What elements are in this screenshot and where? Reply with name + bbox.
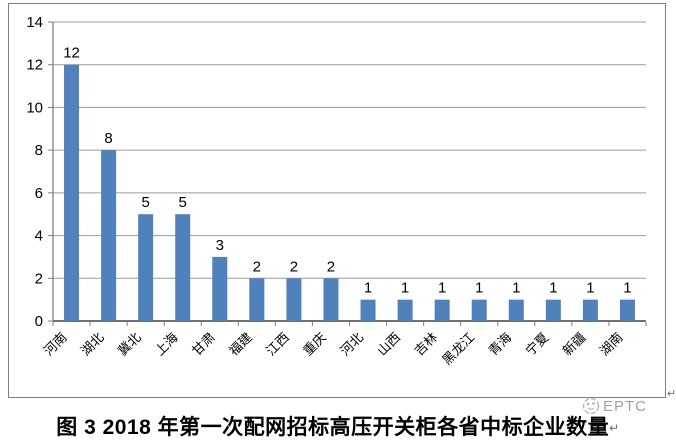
x-axis-category-label: 河南 (41, 330, 70, 359)
bar-value-label: 1 (586, 280, 594, 297)
figure-caption-text: 图 3 2018 年第一次配网招标高压开关柜各省中标企业数量 (56, 416, 610, 439)
y-axis-tick-label: 2 (35, 270, 43, 287)
x-axis-category-label: 福建 (226, 330, 255, 359)
paragraph-return-mark-after-caption: ↵ (609, 421, 620, 435)
bar-value-label: 5 (141, 194, 149, 211)
bar-value-label: 1 (623, 280, 631, 297)
bar (582, 299, 598, 321)
bar (397, 299, 413, 321)
bar-value-label: 1 (549, 280, 557, 297)
x-axis-category-label: 新疆 (560, 330, 589, 359)
bar-value-label: 1 (512, 280, 520, 297)
x-axis-category-label: 上海 (152, 330, 181, 359)
bar (471, 299, 487, 321)
y-axis-tick-label: 4 (35, 228, 43, 245)
bar-value-label: 1 (475, 280, 483, 297)
bar-value-label: 2 (327, 258, 335, 275)
x-axis-category-label: 湖南 (597, 330, 626, 359)
x-axis-category-label: 黑龙江 (439, 330, 477, 368)
x-axis-category-label: 青海 (485, 330, 514, 359)
bar-value-label: 2 (290, 258, 298, 275)
x-axis-category-label: 宁夏 (522, 330, 551, 359)
bar (138, 214, 154, 321)
x-axis-category-label: 山西 (374, 330, 403, 359)
bar (249, 278, 265, 321)
bar (64, 64, 80, 321)
figure-caption: 图 3 2018 年第一次配网招标高压开关柜各省中标企业数量↵ (0, 411, 676, 441)
bar-value-label: 1 (364, 280, 372, 297)
y-axis-tick-label: 0 (35, 313, 43, 330)
bar-value-label: 12 (63, 45, 80, 62)
bar (360, 299, 376, 321)
x-axis-category-label: 河北 (337, 330, 366, 359)
bar-value-label: 1 (438, 280, 446, 297)
eptc-logo-text: EPTC (603, 397, 648, 415)
bar-value-label: 8 (104, 130, 112, 147)
x-axis-category-label: 江西 (263, 330, 292, 359)
bar (434, 299, 450, 321)
bar (508, 299, 524, 321)
eptc-watermark: EPTC (580, 394, 647, 418)
bar (212, 256, 228, 321)
bar-chart: 0 2 4 6 8 10 12 14 12 河南 8 湖北 5 冀北 5 上海 3 甘肃 2 福建 2 江西 2 重庆 1 河北 1… (26, 14, 647, 368)
y-axis-tick-label: 8 (35, 142, 43, 159)
bar (323, 278, 339, 321)
y-axis-tick-label: 6 (35, 185, 43, 202)
y-axis-tick-label: 14 (26, 14, 43, 31)
bar (286, 278, 302, 321)
y-axis-tick-label: 12 (26, 57, 43, 74)
bar (175, 214, 191, 321)
bar-value-label: 5 (179, 194, 187, 211)
x-axis-category-label: 甘肃 (189, 330, 218, 359)
x-axis-category-label: 重庆 (300, 330, 329, 359)
bar (101, 150, 117, 321)
eptc-logo-icon (582, 397, 600, 415)
x-axis-category-label: 冀北 (115, 330, 144, 359)
y-axis-tick-label: 10 (26, 99, 43, 116)
bar-value-label: 3 (216, 237, 224, 254)
paragraph-return-mark-after-chart: ↵ (667, 388, 676, 400)
x-axis-category-label: 湖北 (78, 330, 107, 359)
bar (619, 299, 635, 321)
bar (545, 299, 561, 321)
bar-value-label: 2 (253, 258, 261, 275)
bar-value-label: 1 (401, 280, 409, 297)
x-axis-category-label: 吉林 (411, 330, 440, 359)
chart-frame: 0 2 4 6 8 10 12 14 12 河南 8 湖北 5 冀北 5 上海 3 甘肃 2 福建 2 江西 2 重庆 1 河北 1… (8, 3, 666, 398)
